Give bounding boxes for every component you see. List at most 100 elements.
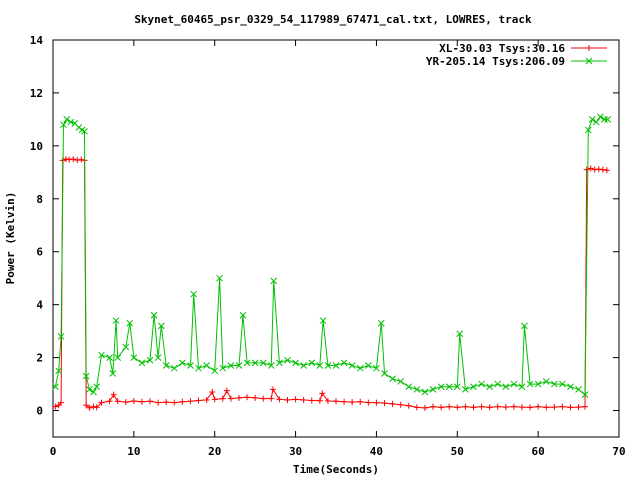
data-point — [333, 398, 339, 405]
y-tick-label: 14 — [30, 34, 44, 47]
data-point — [510, 403, 517, 410]
data-point — [82, 372, 90, 380]
data-point — [154, 354, 162, 361]
data-point — [421, 388, 429, 396]
data-point — [604, 116, 612, 123]
data-point — [478, 380, 485, 388]
data-point — [365, 399, 372, 406]
data-point — [109, 370, 117, 377]
data-point — [308, 397, 315, 404]
data-point — [270, 277, 278, 285]
data-point — [534, 380, 542, 388]
data-point — [597, 113, 604, 121]
data-point — [227, 395, 234, 402]
data-point — [526, 380, 534, 388]
data-point — [527, 404, 534, 411]
data-point — [86, 404, 93, 411]
data-point — [122, 343, 130, 351]
data-point — [583, 166, 590, 173]
data-point — [377, 319, 385, 327]
data-point — [244, 394, 251, 401]
y-tick-label: 10 — [30, 140, 43, 153]
data-point — [438, 404, 445, 411]
data-point — [195, 364, 202, 372]
data-point — [74, 157, 81, 164]
data-point — [502, 383, 510, 391]
data-point — [157, 322, 165, 330]
data-point — [187, 362, 194, 369]
data-point — [219, 364, 227, 372]
data-point — [239, 311, 247, 319]
data-point — [494, 403, 501, 410]
x-tick-label: 0 — [50, 445, 57, 458]
data-point — [308, 359, 316, 367]
data-point — [575, 386, 582, 393]
data-point — [542, 378, 550, 385]
data-point — [456, 330, 464, 338]
data-point — [93, 383, 101, 391]
data-point — [389, 375, 396, 383]
data-point — [195, 397, 202, 404]
data-point — [405, 402, 412, 409]
data-point — [588, 116, 596, 123]
data-point — [324, 398, 331, 405]
data-point — [216, 274, 223, 282]
data-point — [462, 403, 469, 410]
y-tick-label: 12 — [30, 87, 43, 100]
data-point — [187, 398, 194, 405]
data-point — [93, 404, 100, 411]
data-point — [446, 403, 453, 410]
data-point — [190, 290, 198, 298]
data-point — [146, 356, 154, 364]
data-point — [150, 311, 158, 319]
data-point — [356, 364, 364, 372]
data-point — [550, 380, 558, 388]
y-tick-label: 4 — [36, 299, 43, 312]
data-point — [421, 404, 428, 411]
data-point — [70, 156, 77, 163]
data-point — [203, 362, 210, 369]
data-point — [478, 403, 485, 410]
data-point — [209, 389, 216, 396]
data-point — [575, 404, 582, 411]
data-point — [521, 322, 528, 330]
legend-marker — [586, 45, 592, 51]
data-point — [430, 403, 437, 410]
data-point — [292, 359, 299, 367]
data-point — [599, 166, 606, 173]
x-tick-label: 60 — [532, 445, 545, 458]
data-point — [63, 116, 71, 123]
data-point — [86, 386, 93, 393]
data-point — [373, 399, 380, 406]
data-point — [268, 395, 275, 402]
data-point — [595, 166, 602, 173]
data-point — [486, 383, 493, 391]
data-point — [219, 395, 226, 402]
data-point — [162, 362, 170, 369]
data-point — [284, 356, 291, 364]
data-point — [58, 399, 65, 406]
data-point — [348, 362, 356, 369]
data-point — [582, 403, 589, 410]
data-point — [106, 354, 113, 361]
data-point — [462, 386, 469, 393]
data-point — [276, 396, 283, 403]
series-line — [54, 116, 608, 396]
data-point — [126, 319, 134, 327]
data-point — [130, 398, 137, 405]
y-axis-label: Power (Kelvin) — [4, 192, 17, 285]
data-point — [211, 367, 219, 375]
data-point — [559, 403, 566, 410]
data-point — [110, 391, 117, 398]
y-tick-label: 6 — [36, 246, 43, 259]
data-point — [397, 401, 404, 408]
data-point — [389, 400, 396, 407]
x-tick-label: 50 — [451, 445, 464, 458]
data-point — [170, 364, 178, 372]
data-point — [90, 403, 97, 410]
data-point — [235, 394, 242, 401]
data-point — [405, 383, 413, 391]
data-point — [259, 359, 267, 367]
x-axis-label: Time(Seconds) — [293, 463, 379, 476]
